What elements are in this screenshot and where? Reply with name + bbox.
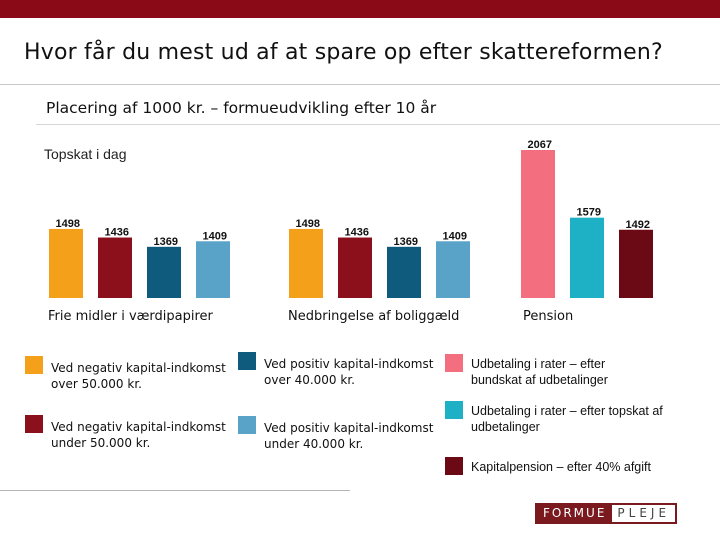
- bar: [436, 241, 470, 298]
- page-title: Hvor får du mest ud af at spare op efter…: [24, 40, 663, 65]
- bar: [570, 217, 604, 298]
- bar-value-label: 1436: [105, 227, 129, 239]
- company-logo: FORMUE PLEJE: [535, 503, 678, 524]
- group-label-mortgage: Nedbringelse af boliggæld: [288, 309, 460, 324]
- reference-label: Topskat i dag: [44, 146, 127, 162]
- legend-text: Ved negativ kapital-indkomst over 50.000…: [51, 361, 226, 391]
- group-label-securities: Frie midler i værdipapirer: [48, 309, 213, 324]
- legend-text: Ved positiv kapital-indkomst under 40.00…: [264, 421, 434, 451]
- legend-text: Udbetaling i rater – efter bundskat af u…: [471, 357, 608, 387]
- legend-swatch: [445, 354, 463, 372]
- bar: [98, 237, 132, 298]
- subtitle-divider: [36, 124, 720, 125]
- legend-swatch: [25, 356, 43, 374]
- bar-value-label: 1498: [56, 218, 80, 230]
- logo-part-2: PLEJE: [612, 505, 676, 522]
- bar-value-label: 2067: [528, 139, 552, 151]
- bar: [521, 150, 555, 298]
- bar: [49, 228, 83, 298]
- legend-text: Kapitalpension – efter 40% afgift: [471, 460, 651, 474]
- bar: [387, 246, 421, 298]
- bar: [147, 246, 181, 298]
- bar-value-label: 1498: [296, 218, 320, 230]
- legend-item: Ved positiv kapital-indkomst under 40.00…: [238, 416, 448, 452]
- bar: [619, 229, 653, 298]
- bar-value-label: 1369: [154, 236, 178, 248]
- title-divider: [0, 84, 720, 85]
- legend-item: Ved positiv kapital-indkomst over 40.000…: [238, 352, 448, 388]
- legend-item: Udbetaling i rater – efter topskat af ud…: [445, 401, 705, 435]
- legend-text: Ved negativ kapital-indkomst under 50.00…: [51, 420, 226, 450]
- legend-swatch: [445, 457, 463, 475]
- logo-part-1: FORMUE: [537, 505, 613, 522]
- chart-subtitle: Placering af 1000 kr. – formueudvikling …: [46, 99, 437, 117]
- group-label-pension: Pension: [523, 309, 574, 324]
- legend-swatch: [238, 416, 256, 434]
- bar-value-label: 1492: [626, 219, 650, 231]
- bar: [196, 241, 230, 298]
- footer-divider: [0, 490, 350, 491]
- legend-swatch: [238, 352, 256, 370]
- bar: [289, 228, 323, 298]
- legend-item: Ved negativ kapital-indkomst under 50.00…: [25, 415, 240, 451]
- bar: [338, 237, 372, 298]
- top-brand-bar: [0, 0, 720, 18]
- legend-text: Ved positiv kapital-indkomst over 40.000…: [264, 357, 434, 387]
- legend-item: Kapitalpension – efter 40% afgift: [445, 457, 705, 475]
- bar-value-label: 1579: [577, 207, 601, 219]
- legend-swatch: [25, 415, 43, 433]
- legend-item: Ved negativ kapital-indkomst over 50.000…: [25, 356, 240, 392]
- bar-value-label: 1409: [203, 230, 227, 242]
- legend-item: Udbetaling i rater – efter bundskat af u…: [445, 354, 705, 388]
- bar-chart: 1498 1436 1369 1409 1498 1436 1369 1409 2067 1579…: [49, 139, 653, 298]
- legend-text: Udbetaling i rater – efter topskat af ud…: [471, 404, 663, 434]
- legend-swatch: [445, 401, 463, 419]
- bar-value-label: 1369: [394, 236, 418, 248]
- bar-value-label: 1436: [345, 227, 369, 239]
- bar-value-label: 1409: [443, 230, 467, 242]
